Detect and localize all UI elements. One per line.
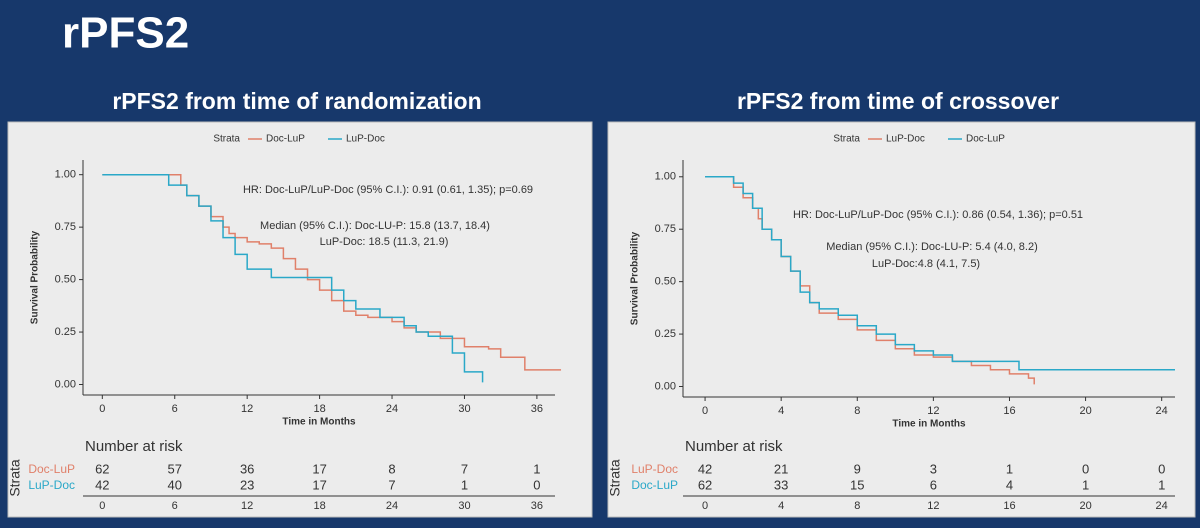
risk-count: 0 bbox=[1082, 461, 1089, 476]
risk-count: 36 bbox=[240, 461, 254, 476]
x-tick-label: 30 bbox=[458, 403, 470, 415]
risk-time: 30 bbox=[458, 500, 470, 512]
legend-label: LuP-Doc bbox=[886, 134, 925, 145]
x-tick-label: 8 bbox=[854, 405, 860, 417]
risk-row-name: Doc-LuP bbox=[28, 462, 75, 476]
risk-count: 15 bbox=[850, 477, 864, 492]
risk-time: 24 bbox=[386, 500, 398, 512]
risk-time: 12 bbox=[241, 500, 253, 512]
y-axis-label: Survival Probability bbox=[630, 231, 641, 325]
risk-time: 12 bbox=[927, 500, 939, 512]
x-tick-label: 12 bbox=[927, 405, 939, 417]
risk-count: 21 bbox=[774, 461, 788, 476]
risk-time: 24 bbox=[1156, 500, 1168, 512]
x-tick-label: 12 bbox=[241, 403, 253, 415]
annotation: Median (95% C.I.): Doc-LU-P: 15.8 (13.7,… bbox=[260, 220, 490, 232]
risk-count: 62 bbox=[698, 477, 712, 492]
risk-count: 40 bbox=[168, 477, 182, 492]
x-tick-label: 6 bbox=[172, 403, 178, 415]
legend-label: LuP-Doc bbox=[346, 134, 385, 145]
y-tick-label: 0.00 bbox=[655, 380, 676, 392]
risk-count: 42 bbox=[698, 461, 712, 476]
risk-count: 33 bbox=[774, 477, 788, 492]
risk-row-name: LuP-Doc bbox=[28, 478, 75, 492]
legend-label: Doc-LuP bbox=[966, 134, 1005, 145]
risk-time: 0 bbox=[99, 500, 105, 512]
legend-title: Strata bbox=[213, 134, 240, 145]
x-tick-label: 36 bbox=[531, 403, 543, 415]
risk-count: 1 bbox=[1158, 477, 1165, 492]
risk-row-name: LuP-Doc bbox=[631, 462, 678, 476]
risk-count: 0 bbox=[533, 477, 540, 492]
risk-count: 7 bbox=[461, 461, 468, 476]
risk-row-name: Doc-LuP bbox=[631, 478, 678, 492]
y-tick-label: 1.00 bbox=[655, 171, 676, 183]
x-tick-label: 18 bbox=[313, 403, 325, 415]
slide-title: rPFS2 bbox=[62, 9, 189, 58]
x-axis-label: Time in Months bbox=[892, 419, 966, 430]
y-tick-label: 1.00 bbox=[55, 169, 76, 181]
risk-count: 6 bbox=[930, 477, 937, 492]
risk-title: Number at risk bbox=[685, 438, 783, 455]
y-tick-label: 0.50 bbox=[655, 276, 676, 288]
x-tick-label: 20 bbox=[1079, 405, 1091, 417]
annotation: LuP-Doc:4.8 (4.1, 7.5) bbox=[872, 258, 980, 270]
legend-title: Strata bbox=[833, 134, 860, 145]
risk-time: 4 bbox=[778, 500, 784, 512]
risk-title: Number at risk bbox=[85, 438, 183, 455]
risk-label: Strata bbox=[7, 459, 23, 497]
risk-count: 57 bbox=[168, 461, 182, 476]
risk-label: Strata bbox=[607, 459, 623, 497]
panel-title: rPFS2 from time of crossover bbox=[737, 88, 1059, 114]
risk-time: 18 bbox=[313, 500, 325, 512]
risk-count: 17 bbox=[312, 461, 326, 476]
risk-count: 42 bbox=[95, 477, 109, 492]
x-tick-label: 0 bbox=[702, 405, 708, 417]
risk-time: 0 bbox=[702, 500, 708, 512]
x-tick-label: 24 bbox=[1156, 405, 1168, 417]
risk-time: 20 bbox=[1079, 500, 1091, 512]
x-tick-label: 4 bbox=[778, 405, 784, 417]
risk-count: 1 bbox=[461, 477, 468, 492]
risk-count: 0 bbox=[1158, 461, 1165, 476]
risk-count: 17 bbox=[312, 477, 326, 492]
annotation: HR: Doc-LuP/LuP-Doc (95% C.I.): 0.86 (0.… bbox=[793, 209, 1083, 221]
y-tick-label: 0.25 bbox=[655, 328, 676, 340]
x-tick-label: 16 bbox=[1003, 405, 1015, 417]
risk-count: 62 bbox=[95, 461, 109, 476]
risk-count: 4 bbox=[1006, 477, 1013, 492]
y-tick-label: 0.75 bbox=[655, 223, 676, 235]
risk-count: 7 bbox=[388, 477, 395, 492]
x-tick-label: 0 bbox=[99, 403, 105, 415]
y-tick-label: 0.75 bbox=[55, 221, 76, 233]
risk-count: 1 bbox=[1006, 461, 1013, 476]
y-axis-label: Survival Probability bbox=[30, 230, 41, 324]
legend-label: Doc-LuP bbox=[266, 134, 305, 145]
risk-count: 1 bbox=[1082, 477, 1089, 492]
x-tick-label: 24 bbox=[386, 403, 398, 415]
y-tick-label: 0.25 bbox=[55, 326, 76, 338]
y-tick-label: 0.00 bbox=[55, 378, 76, 390]
x-axis-label: Time in Months bbox=[282, 417, 356, 428]
risk-time: 8 bbox=[854, 500, 860, 512]
annotation: LuP-Doc: 18.5 (11.3, 21.9) bbox=[320, 236, 449, 248]
annotation: Median (95% C.I.): Doc-LU-P: 5.4 (4.0, 8… bbox=[826, 241, 1038, 253]
risk-count: 8 bbox=[388, 461, 395, 476]
risk-count: 3 bbox=[930, 461, 937, 476]
risk-count: 23 bbox=[240, 477, 254, 492]
risk-time: 6 bbox=[172, 500, 178, 512]
annotation: HR: Doc-LuP/LuP-Doc (95% C.I.): 0.91 (0.… bbox=[243, 184, 533, 196]
y-tick-label: 0.50 bbox=[55, 274, 76, 286]
plot-area bbox=[683, 160, 1175, 397]
risk-time: 36 bbox=[531, 500, 543, 512]
panel-title: rPFS2 from time of randomization bbox=[112, 88, 481, 114]
risk-time: 16 bbox=[1003, 500, 1015, 512]
risk-count: 9 bbox=[854, 461, 861, 476]
risk-count: 1 bbox=[533, 461, 540, 476]
survival-curve bbox=[102, 173, 562, 371]
survival-curve bbox=[705, 176, 1175, 371]
survival-curve bbox=[102, 173, 484, 383]
